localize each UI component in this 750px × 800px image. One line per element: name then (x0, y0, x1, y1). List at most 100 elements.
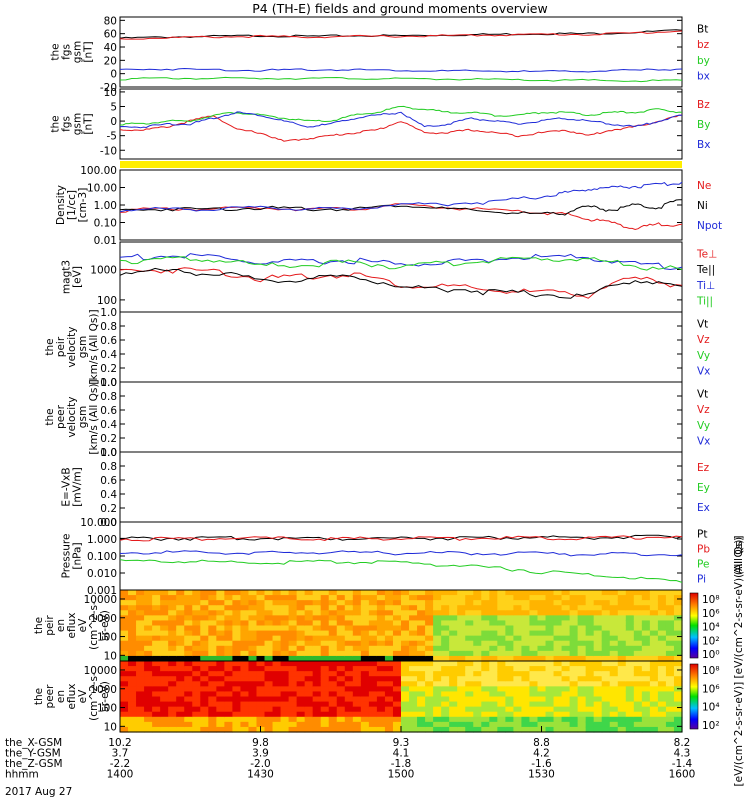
spectrogram-cell (352, 600, 362, 606)
spectrogram-cell (120, 640, 129, 647)
spectrogram-cell (392, 671, 402, 677)
spectrogram-cell (433, 610, 442, 616)
spectrogram-cell (553, 620, 563, 627)
spectrogram-cell (457, 691, 466, 698)
spectrogram-cell (232, 655, 242, 662)
spectrogram-cell (657, 590, 667, 596)
spectrogram-cell (457, 666, 466, 672)
spectrogram-cell (609, 595, 619, 601)
spectrogram-cell (264, 726, 274, 733)
spectrogram-cell (328, 630, 338, 637)
spectrogram-cell (224, 650, 233, 657)
y-tick-label: 1.0 (100, 377, 117, 389)
spectrogram-cell (136, 650, 145, 657)
spectrogram-cell (136, 635, 145, 642)
spectrogram-cell (224, 620, 233, 627)
spectrogram-cell (529, 620, 539, 627)
spectrogram-cell (200, 650, 209, 657)
spectrogram-cell (296, 676, 306, 682)
spectrogram-cell (577, 640, 587, 647)
spectrogram-cell (657, 686, 667, 693)
spectrogram-cell (136, 661, 145, 667)
colorbar (689, 663, 699, 730)
spectrogram-cell (176, 666, 185, 672)
spectrogram-cell (240, 615, 250, 622)
x-tick-label: 9.3 (393, 737, 410, 749)
spectrogram-cell (192, 590, 201, 596)
spectrogram-cell (537, 706, 547, 713)
spectrogram-cell (184, 671, 193, 677)
spectrogram-cell (569, 640, 579, 647)
spectrogram-cell (401, 691, 410, 698)
y-tick-label: 0.001 (87, 585, 117, 597)
spectrogram-cells (120, 661, 683, 733)
spectrogram-cell (272, 655, 282, 662)
spectrogram-cell (545, 590, 555, 596)
panel-frame (119, 88, 683, 160)
spectrogram-cell (673, 721, 683, 728)
spectrogram-cell (256, 711, 266, 718)
y-tick-label: 10000 (84, 665, 117, 677)
spectrogram-cell (585, 666, 595, 672)
spectrogram-cell (352, 620, 362, 627)
spectrogram-cell (553, 640, 563, 647)
spectrogram-cell (537, 600, 547, 606)
spectrogram-cell (657, 721, 667, 728)
spectrogram-cell (392, 650, 402, 657)
spectrogram-cell (192, 595, 201, 601)
spectrogram-cell (513, 640, 523, 647)
spectrogram-cell (425, 661, 434, 667)
spectrogram-cell (256, 655, 266, 662)
spectrogram-cell (192, 625, 201, 632)
spectrogram-cell (280, 721, 290, 728)
spectrogram-cell (200, 655, 209, 662)
legend-item: Vy (697, 350, 710, 362)
x-tick-label: 10.2 (108, 737, 131, 749)
spectrogram-cell (208, 721, 217, 728)
spectrogram-cell (256, 625, 266, 632)
spectrogram-cell (352, 686, 362, 693)
spectrogram-cell (553, 650, 563, 657)
spectrogram-cell (465, 701, 474, 708)
spectrogram-cell (449, 661, 458, 667)
spectrogram-cell (232, 681, 242, 687)
spectrogram-cell (312, 655, 322, 662)
spectrogram-cell (489, 615, 498, 622)
spectrogram-cell (312, 686, 322, 693)
spectrogram-cell (625, 610, 635, 616)
spectrogram-cell (360, 640, 370, 647)
spectrogram-cell (152, 595, 161, 601)
spectrogram-cell (489, 620, 498, 627)
colorbar-tick-label: 10⁴ (702, 622, 720, 634)
spectrogram-cell (312, 600, 322, 606)
spectrogram-cell (256, 600, 266, 606)
spectrogram-cell (232, 661, 242, 667)
spectrogram-cell (537, 721, 547, 728)
spectrogram-cell (433, 630, 442, 637)
spectrogram-cell (184, 666, 193, 672)
spectrogram-cell (376, 645, 386, 652)
spectrogram-cell (673, 666, 683, 672)
spectrogram-cell (641, 706, 651, 713)
spectrogram-cell (320, 640, 330, 647)
spectrogram-cell (352, 671, 362, 677)
spectrogram-cell (585, 615, 595, 622)
spectrogram-cell (537, 635, 547, 642)
spectrogram-cell (160, 681, 169, 687)
spectrogram-cell (200, 630, 209, 637)
spectrogram-cell (256, 650, 266, 657)
spectrogram-cell (208, 635, 217, 642)
spectrogram-cell (601, 691, 611, 698)
spectrogram-cell (288, 711, 298, 718)
spectrogram-cell (312, 610, 322, 616)
spectrogram-cell (256, 595, 266, 601)
spectrogram-cell (304, 696, 314, 703)
spectrogram-cell (128, 666, 137, 672)
spectrogram-cell (457, 726, 466, 733)
spectrogram-cell (272, 620, 282, 627)
spectrogram-cell (561, 666, 571, 672)
spectrogram-cell (441, 706, 450, 713)
spectrogram-cell (433, 711, 442, 718)
y-axis-label: the (44, 408, 56, 425)
spectrogram-cell (529, 625, 539, 632)
